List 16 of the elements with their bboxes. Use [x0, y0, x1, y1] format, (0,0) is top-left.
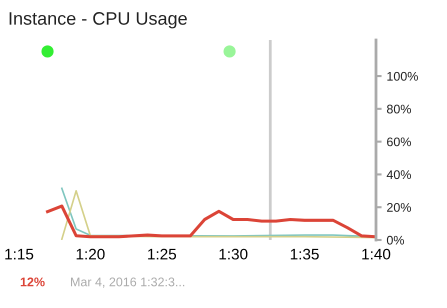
x-tick-label: 1:30	[219, 248, 248, 260]
x-tick-label: 1:20	[76, 248, 105, 260]
x-tick-label: 1:40	[362, 248, 390, 260]
text: Mar 4, 2016 1:32:3...	[71, 278, 184, 288]
chart-title: Instance - CPU Usage	[10, 12, 187, 28]
y-tick-label: 80%	[386, 104, 411, 114]
y-tick-label: 60%	[387, 137, 411, 146]
x-tick-label: 1:35	[290, 248, 319, 260]
y-tick-label: 100%	[387, 72, 418, 81]
y-tick-label: 20%	[387, 203, 411, 212]
y-tick-label: 0%	[386, 236, 404, 245]
y-tick-label: 40%	[386, 170, 411, 180]
x-tick-label: 1:25	[148, 248, 176, 260]
x-tick-label: 1:15	[5, 248, 34, 260]
line-series	[46, 204, 376, 238]
text: 12%	[20, 278, 45, 286]
